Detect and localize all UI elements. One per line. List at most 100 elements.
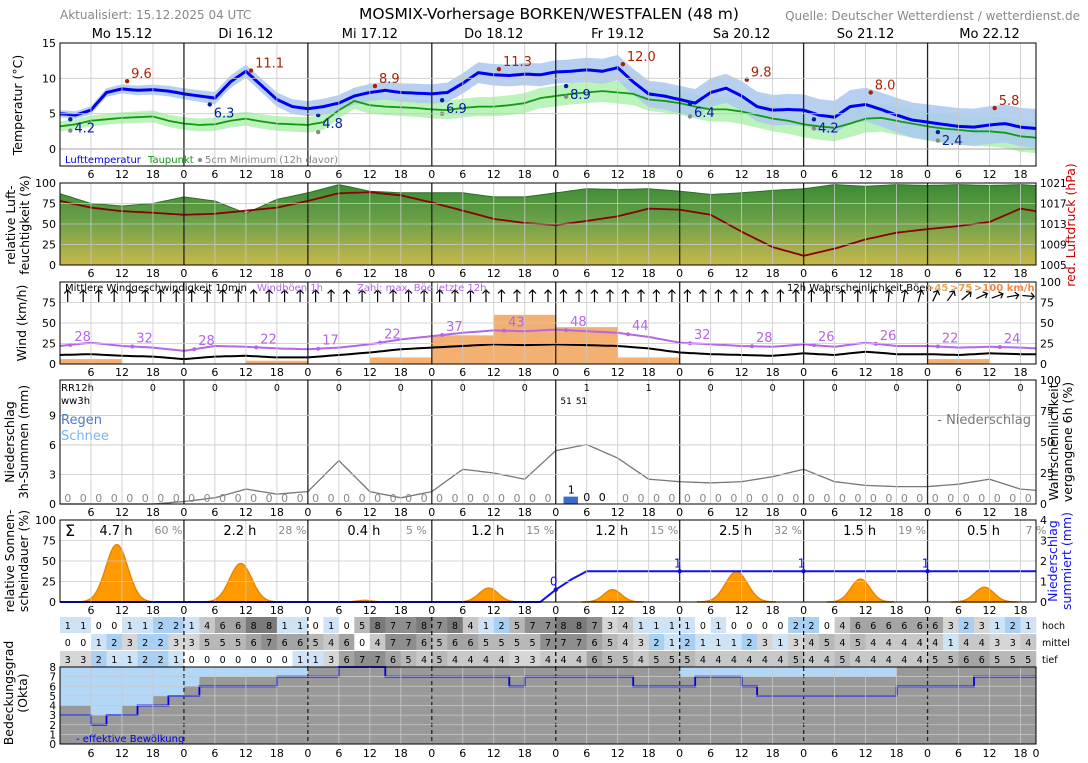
hour-tick-label: 12	[735, 506, 749, 519]
wind-arrow-shape	[172, 289, 181, 302]
cloud-cell	[183, 634, 200, 650]
cloud-cell-value: 5	[948, 655, 954, 666]
wind-direction-arrow	[932, 289, 941, 302]
hour-tick-label: 12	[363, 267, 377, 280]
cloud-cell-value: 1	[483, 621, 489, 632]
hour-tick-label: 6	[87, 506, 94, 519]
precip-zero-label: 0	[761, 492, 768, 505]
cloud-cell	[122, 651, 138, 667]
cloud-cell-value: 1	[715, 638, 721, 649]
wind-arrow-shape	[807, 289, 816, 302]
cloud-cell	[772, 651, 789, 667]
wind-arrow-shape	[234, 289, 243, 302]
cloud-cell	[757, 651, 773, 667]
hour-tick-label: 12	[239, 267, 253, 280]
cloud-cell	[338, 634, 355, 650]
cloud-cell	[431, 634, 448, 650]
precip-zero-label: 0	[390, 492, 397, 505]
wind-arrow-shape	[667, 289, 676, 302]
max-temp-label: 9.8	[751, 66, 772, 81]
precip-zero-label: 0	[436, 492, 443, 505]
cloud-cell-value: 7	[390, 621, 396, 632]
panel-frame	[59, 519, 1037, 603]
cloud-cell-value: 6	[591, 638, 597, 649]
grid-layer	[59, 42, 1037, 745]
bottom-hour-tick: 18	[270, 747, 284, 760]
cloud-cell	[509, 651, 526, 667]
hour-tick-label: 6	[707, 604, 714, 617]
cloud-cell	[230, 617, 247, 633]
bottom-hour-tick: 6	[831, 747, 838, 760]
cloud-tick: 5	[49, 691, 56, 703]
daily-sunshine-hours: 1.2 h	[595, 524, 628, 539]
cloud-cell	[292, 617, 309, 633]
left-axis-tick: 0	[49, 143, 56, 156]
cloud-cell-value: 0	[80, 638, 86, 649]
cloud-cell	[664, 634, 680, 650]
cloud-cell	[819, 617, 835, 633]
cloud-cell	[633, 651, 649, 667]
cloud-cell	[602, 651, 618, 667]
hour-tick-label: 18	[270, 506, 284, 519]
cloud-cell	[106, 617, 123, 633]
cloud-cell-value: 4	[762, 655, 768, 666]
hour-tick-label: 18	[890, 168, 904, 181]
cloud-cell-value: 2	[963, 621, 969, 632]
precip-zero-label: 0	[545, 492, 552, 505]
wind-arrow-shape	[900, 289, 909, 303]
cloud-cell-value: 5	[359, 621, 365, 632]
max-gust-label: 37	[446, 320, 463, 335]
wind-direction-arrow	[729, 289, 738, 302]
cloud-cell	[462, 634, 479, 650]
hour-tick-label: 18	[146, 366, 160, 379]
wind-direction-arrow	[497, 289, 506, 302]
cloud-cell	[927, 651, 944, 667]
max-gust-label: 32	[136, 332, 153, 347]
hour-tick-label: 6	[87, 604, 94, 617]
cloud-cell-value: 3	[80, 655, 86, 666]
hour-tick-label: 18	[146, 267, 160, 280]
cloud-cell-value: 2	[158, 655, 164, 666]
cloud-tick: 1	[49, 729, 56, 741]
cloud-cell	[772, 634, 789, 650]
hour-tick-label: 12	[735, 168, 749, 181]
wind-direction-arrow	[342, 289, 351, 302]
hour-tick-label: 0	[304, 366, 311, 379]
temperature-uncertainty-band	[60, 55, 1036, 149]
wind-direction-arrow	[838, 289, 847, 302]
wind-arrow-shape	[296, 289, 305, 302]
bottom-hour-tick: 12	[983, 747, 997, 760]
hour-tick-label: 12	[363, 168, 377, 181]
wind-arrow-shape	[218, 289, 227, 302]
cloud-cell-value: 0	[700, 621, 706, 632]
legend-max-gust: Zahl: max. Böe letzte 12h	[357, 283, 487, 294]
ww3h-value: 51	[560, 397, 571, 407]
hour-tick-label: 12	[859, 168, 873, 181]
cloud-cell-value: 1	[96, 638, 102, 649]
wind-arrow-shape	[280, 289, 289, 302]
precip-zero-label: 0	[483, 492, 490, 505]
cloud-cell	[850, 634, 866, 650]
wind-arrow-shape	[745, 289, 754, 302]
precip-sum-tick: 0	[1040, 596, 1047, 609]
precip-zero-label: 0	[885, 492, 892, 505]
wind-direction-arrow	[203, 289, 212, 302]
precip-axis-label: Niederschlag3h-Summen (mm)	[2, 385, 31, 499]
sunshine-axis-label: relative Sonnen-scheindauer (%)	[2, 510, 31, 613]
precip-zero-label: 0	[157, 492, 164, 505]
daily-sunshine-hours: 2.5 h	[719, 524, 752, 539]
precip-bar-value: 1	[568, 484, 575, 497]
hour-tick-label: 12	[487, 506, 501, 519]
pressure-tick: 1017	[1040, 199, 1067, 211]
hour-tick-label: 6	[707, 267, 714, 280]
hour-tick-label: 18	[394, 604, 408, 617]
wind-tick-right: 0	[1040, 358, 1047, 371]
precip-zero-label: 0	[204, 492, 211, 505]
precip-zero-label: 0	[95, 492, 102, 505]
sigma-symbol: Σ	[65, 521, 75, 540]
cloud-cell-value: 0	[235, 655, 241, 666]
cloud-cell	[974, 617, 990, 633]
hour-tick-label: 12	[363, 506, 377, 519]
cloud-cell-value: 7	[591, 621, 597, 632]
